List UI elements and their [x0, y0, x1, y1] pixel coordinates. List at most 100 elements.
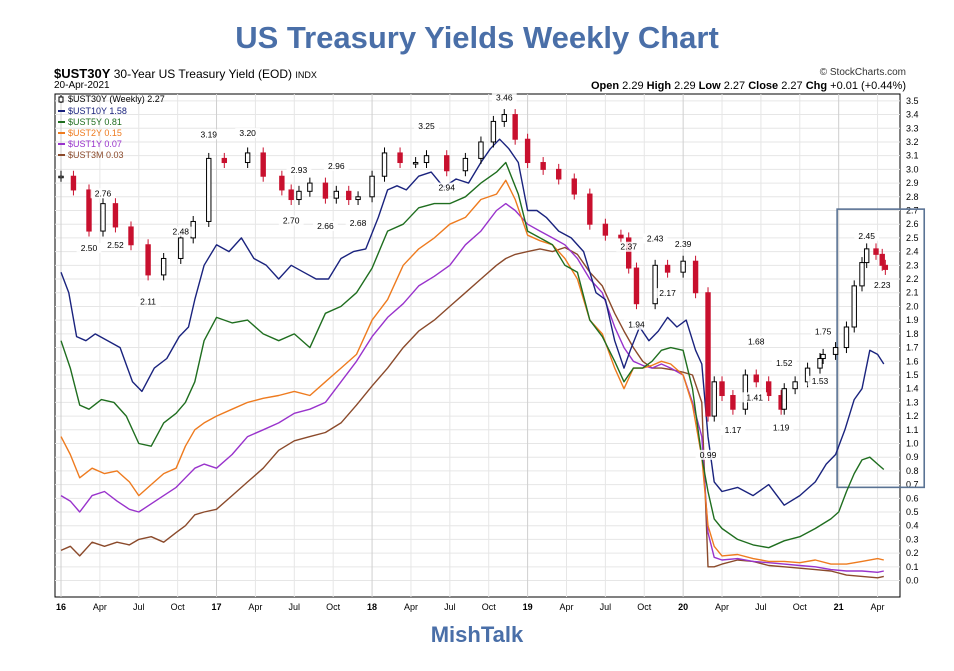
annotation-label: 2.17 [659, 288, 676, 298]
high-value: 2.29 [674, 80, 696, 92]
y-tick-label: 1.3 [906, 397, 919, 407]
y-tick-label: 1.5 [906, 370, 919, 380]
candle-body [444, 155, 450, 172]
candle-body [859, 262, 865, 287]
candle-body [333, 190, 339, 199]
annotation-bg [345, 218, 371, 229]
candle-body [145, 244, 151, 276]
candle-body [369, 175, 375, 198]
candle-body [804, 367, 811, 383]
candle-body [70, 175, 77, 191]
series-line-ust3m [60, 246, 884, 579]
y-tick-label: 1.6 [906, 356, 919, 366]
annotation-label: 2.94 [438, 183, 455, 193]
symbol-code: $UST30Y [54, 66, 111, 81]
annotation-label: 2.96 [328, 161, 345, 171]
x-tick-label: Oct [637, 602, 652, 612]
candle-body [279, 175, 285, 191]
annotation-label: 1.53 [812, 376, 829, 386]
annotation-label: 2.70 [283, 215, 300, 225]
y-tick-label: 3.1 [906, 151, 919, 161]
legend-entry: $UST30Y (Weekly) 2.27 [68, 94, 165, 104]
annotation-label: 1.17 [725, 425, 742, 435]
chg-label: Chg [805, 80, 828, 92]
annotation-bg [670, 238, 696, 249]
annotation-bg [743, 336, 769, 347]
y-tick-label: 2.2 [906, 274, 919, 284]
annotation-bg [655, 288, 680, 299]
candle-body [633, 267, 640, 305]
y-tick-label: 2.3 [906, 260, 919, 270]
candle-body [296, 190, 302, 201]
footer-brand: MishTalk [430, 622, 524, 647]
y-tick-label: 3.0 [906, 164, 919, 174]
annotation-bg [414, 121, 439, 132]
annotation-bg [76, 242, 102, 253]
legend-entry: $UST1Y 0.07 [68, 139, 122, 149]
candle-body [626, 237, 632, 269]
candle-body [412, 162, 419, 165]
series-line-ust10y [60, 138, 885, 506]
annotation-label: 2.11 [140, 296, 156, 306]
exchange-label: INDX [295, 70, 317, 80]
y-tick-label: 0.7 [906, 480, 919, 490]
y-tick-label: 2.0 [906, 301, 919, 311]
x-tick-label: Jul [289, 602, 301, 612]
annotation-bg [491, 92, 517, 103]
y-tick-label: 0.8 [906, 466, 919, 476]
annotation-bg [695, 449, 721, 460]
candle-body [602, 223, 609, 236]
x-tick-label: 17 [212, 602, 222, 612]
y-tick-label: 0.5 [906, 507, 919, 517]
candle-body [244, 152, 251, 164]
annotation-label: 2.23 [874, 280, 891, 290]
y-tick-label: 0.3 [906, 534, 919, 544]
x-tick-label: Apr [404, 602, 418, 612]
candle-body [322, 182, 329, 199]
y-tick-label: 1.7 [906, 343, 919, 353]
candle-body [381, 152, 388, 177]
x-tick-label: Jul [133, 602, 145, 612]
candle-body [781, 388, 787, 410]
y-tick-label: 2.4 [906, 247, 919, 257]
open-value: 2.29 [622, 80, 644, 92]
annotation-label: 1.94 [628, 320, 645, 330]
candle-body [571, 178, 577, 195]
x-tick-label: Jul [755, 602, 767, 612]
annotation-bg [278, 215, 304, 226]
x-tick-label: Oct [171, 602, 186, 612]
annotation-bg [771, 358, 797, 369]
candle-body [524, 138, 531, 164]
candle-body [86, 189, 92, 232]
x-tick-label: Apr [559, 602, 573, 612]
candle-body [618, 234, 624, 239]
candle-body [462, 157, 469, 172]
high-label: High [646, 80, 672, 92]
candle-body [879, 253, 885, 266]
x-tick-label: 21 [834, 602, 844, 612]
candle-body [355, 196, 361, 201]
x-tick-label: 19 [523, 602, 533, 612]
x-tick-label: Jul [600, 602, 612, 612]
y-tick-label: 1.8 [906, 329, 919, 339]
x-tick-label: Apr [871, 602, 885, 612]
x-tick-label: 18 [367, 602, 377, 612]
low-value: 2.27 [723, 80, 746, 92]
candle-body [753, 374, 759, 383]
chart-date: 20-Apr-2021 [54, 80, 110, 91]
annotation-label: 3.20 [239, 128, 256, 138]
candle-body [490, 120, 497, 143]
annotation-bg [720, 425, 746, 436]
annotation-bg [434, 182, 460, 193]
candle-body [501, 114, 507, 122]
y-tick-label: 0.4 [906, 521, 919, 531]
candle-body [820, 353, 826, 360]
x-tick-label: Oct [482, 602, 497, 612]
candle-body [882, 264, 889, 270]
x-tick-label: Apr [93, 602, 107, 612]
low-label: Low [698, 80, 721, 92]
annotation-label: 1.52 [776, 358, 793, 368]
annotation-label: 2.48 [172, 227, 189, 237]
x-tick-label: Apr [248, 602, 262, 612]
